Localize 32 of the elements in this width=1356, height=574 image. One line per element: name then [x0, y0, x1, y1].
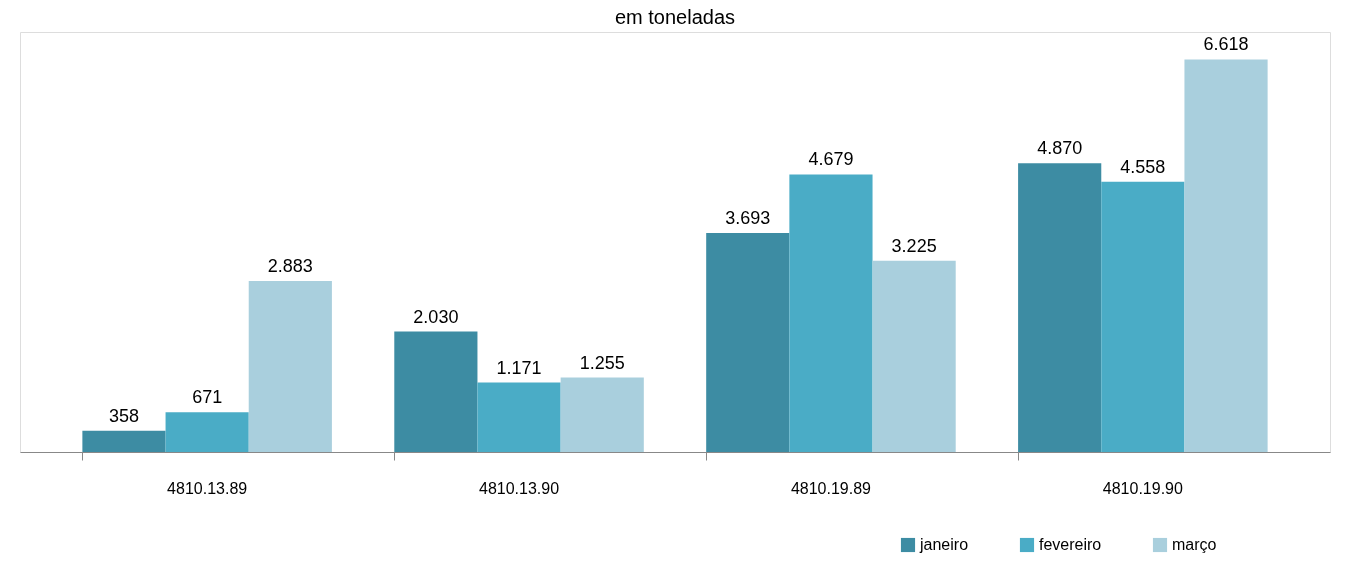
x-tick-label: 4810.13.90	[479, 479, 560, 497]
data-label: 1.171	[496, 357, 542, 378]
data-label: 4.558	[1120, 156, 1166, 177]
data-label: 3.693	[725, 207, 771, 228]
data-label: 4.870	[1037, 138, 1083, 159]
bar	[789, 174, 873, 452]
bar	[82, 430, 166, 452]
legend-label: janeiro	[919, 536, 969, 553]
x-tick-label: 4810.19.89	[790, 479, 872, 497]
bar	[248, 281, 332, 452]
legend-label: março	[1172, 536, 1217, 553]
chart-title: em toneladas	[614, 6, 736, 28]
bar	[394, 331, 478, 452]
bar	[872, 260, 956, 452]
data-label: 2.883	[267, 256, 313, 277]
x-tick-label: 4810.13.89	[167, 479, 248, 497]
data-label: 1.255	[579, 352, 625, 373]
data-label: 2.030	[413, 306, 459, 327]
data-label: 671	[192, 387, 223, 408]
data-label: 6.618	[1203, 34, 1249, 55]
bar	[1184, 59, 1268, 452]
bar	[1018, 163, 1102, 452]
bar	[477, 382, 561, 452]
bar	[1101, 181, 1185, 452]
data-label: 358	[108, 405, 139, 426]
legend-label: fevereiro	[1039, 536, 1102, 553]
bar	[560, 377, 644, 452]
data-label: 4.679	[808, 149, 854, 170]
x-tick-label: 4810.19.90	[1102, 479, 1183, 497]
data-label: 3.225	[891, 235, 937, 256]
bar	[165, 412, 249, 452]
bar	[706, 232, 790, 452]
